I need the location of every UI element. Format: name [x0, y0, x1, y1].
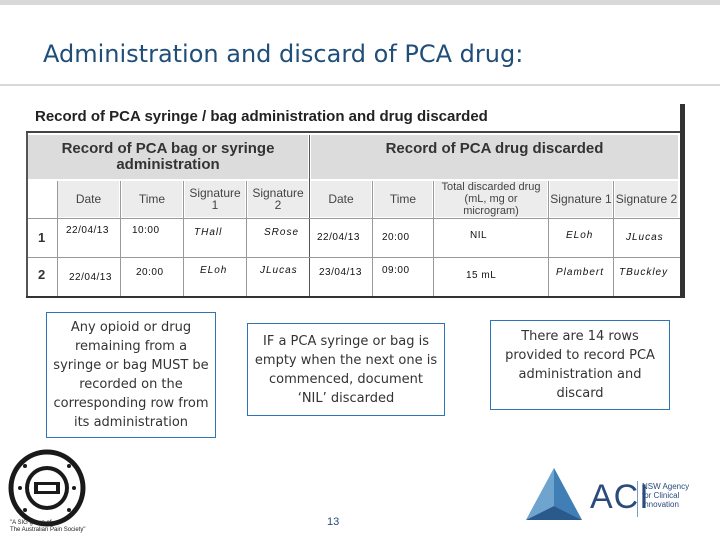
page-number: 13 [327, 516, 340, 528]
pain-interest-group-logo [0, 448, 95, 540]
grid-line [183, 181, 184, 296]
col-header-date: Date [58, 181, 119, 217]
form-top-rule [26, 131, 680, 133]
aci-agency-name: NSW Agency for Clinical Innovation [642, 482, 689, 509]
cell-signature-1: THall [194, 227, 223, 238]
callout-fourteen-rows: There are 14 rows provided to record PCA… [490, 320, 670, 410]
callout-fourteen-rows-text: There are 14 rows provided to record PCA… [505, 329, 655, 401]
cell-signature-1-discard: ELoh [566, 230, 594, 241]
form-left-edge [26, 133, 28, 298]
aci-divider [637, 481, 638, 517]
col-header-signature-1-discard: Signature 1 [550, 181, 612, 217]
col-header-total-discarded: Total discarded drug (mL, mg or microgra… [435, 181, 547, 217]
callout-remaining-drug-text: Any opioid or drug remaining from a syri… [53, 320, 209, 430]
section-header-admin: Record of PCA bag or syringe administrat… [28, 135, 308, 179]
pca-record-form: Record of PCA syringe / bag administrati… [26, 104, 685, 298]
grid-line [613, 181, 614, 296]
cell-date: 22/04/13 [66, 225, 109, 236]
pig-caption: "A SIG group of The Australian Pain Soci… [10, 520, 86, 534]
pig-caption-line-2: The Australian Pain Society" [10, 527, 86, 533]
grid-line [246, 181, 247, 296]
grid-line [57, 181, 58, 296]
grid-line [28, 257, 680, 258]
cell-total-discarded: NIL [470, 230, 488, 241]
grid-line [309, 135, 310, 296]
cell-signature-1: ELoh [200, 265, 228, 276]
col-header-signature-2: Signature 2 [248, 181, 308, 217]
form-title: Record of PCA syringe / bag administrati… [35, 108, 488, 125]
cell-time-discard: 09:00 [382, 265, 410, 276]
cell-date-discard: 23/04/13 [319, 267, 362, 278]
col-header-signature-2-discard: Signature 2 [615, 181, 678, 217]
aci-sub-line-3: Innovation [642, 500, 679, 509]
cell-signature-2-discard: JLucas [626, 232, 664, 243]
col-header-time-discard: Time [374, 181, 432, 217]
grid-line [28, 218, 680, 219]
row-number: 1 [38, 230, 46, 245]
cell-date-discard: 22/04/13 [317, 232, 360, 243]
callout-nil-discarded-text: IF a PCA syringe or bag is empty when th… [254, 333, 438, 406]
pig-caption-line-1: "A SIG group of [10, 520, 52, 526]
row-number: 2 [38, 267, 46, 282]
aci-pyramid-icon [526, 468, 582, 520]
cell-date: 22/04/13 [69, 272, 112, 283]
cell-signature-2: SRose [264, 227, 300, 238]
aci-sub-line-2: for Clinical [642, 491, 680, 500]
cell-time-discard: 20:00 [382, 232, 410, 243]
callout-nil-discarded: IF a PCA syringe or bag is empty when th… [247, 323, 445, 416]
title-divider [0, 84, 720, 86]
top-bar [0, 0, 720, 5]
grid-line [548, 181, 549, 296]
cell-time: 20:00 [136, 267, 164, 278]
col-header-time: Time [122, 181, 182, 217]
cell-signature-2: JLucas [260, 265, 298, 276]
form-bottom-rule [26, 296, 685, 298]
grid-line [372, 181, 373, 296]
section-header-discard: Record of PCA drug discarded [311, 135, 678, 179]
slide-title: Administration and discard of PCA drug: [43, 40, 524, 68]
grid-line [120, 181, 121, 296]
aci-wordmark: ACI [590, 478, 650, 516]
cell-time: 10:00 [132, 225, 160, 236]
form-right-edge [680, 104, 685, 298]
aci-sub-line-1: NSW Agency [642, 482, 690, 491]
cell-total-discarded: 15 mL [466, 270, 497, 281]
col-header-date-discard: Date [311, 181, 371, 217]
col-header-signature-1: Signature 1 [185, 181, 245, 217]
callout-remaining-drug: Any opioid or drug remaining from a syri… [46, 312, 216, 438]
cell-signature-1-discard: Plambert [556, 267, 605, 278]
cell-signature-2-discard: TBuckley [619, 267, 669, 278]
grid-line [433, 181, 434, 296]
